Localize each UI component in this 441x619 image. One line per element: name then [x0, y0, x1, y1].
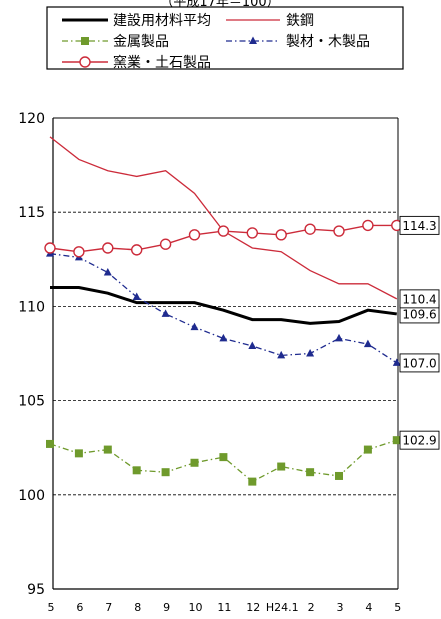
- end-value-label: 107.0: [399, 353, 440, 373]
- plot-area: 95 100 105 110 115 120 5 6 7 8 9 10 11 12 H24.1 2 3 4 5 1…: [18, 111, 440, 614]
- y-tick-label: 105: [18, 394, 45, 410]
- series-1: [50, 286, 397, 325]
- end-value-box: [399, 215, 440, 235]
- data-point: [73, 246, 85, 258]
- y-tick-label: 110: [18, 299, 45, 315]
- series-3: [46, 436, 401, 486]
- y-tick-label: 100: [18, 488, 45, 504]
- data-point: [44, 242, 56, 254]
- legend-item: 鉄鋼: [226, 13, 314, 29]
- x-tick-label: 7: [105, 601, 112, 614]
- x-tick-label: 10: [189, 601, 203, 614]
- data-point: [335, 471, 343, 480]
- end-value-label: 114.3: [399, 215, 440, 235]
- end-value-text: 110.4: [402, 292, 436, 306]
- y-tick-label: 120: [18, 111, 45, 127]
- data-point: [333, 225, 345, 237]
- legend-swatch-marker: [249, 36, 257, 44]
- legend-swatch-marker: [81, 37, 89, 45]
- data-point: [188, 229, 201, 241]
- data-point: [161, 468, 170, 477]
- x-tick-label: 12: [246, 601, 260, 614]
- data-point: [132, 466, 141, 475]
- x-tick-label: 4: [365, 601, 372, 614]
- data-point: [277, 462, 286, 471]
- series-5: [44, 219, 403, 258]
- data-point: [161, 309, 170, 317]
- legend-item: 窯業・土石製品: [62, 54, 211, 71]
- legend-label: 製材・木製品: [286, 34, 370, 50]
- x-tick-label: 2: [308, 601, 315, 614]
- data-point: [46, 439, 54, 448]
- x-tick-label: 8: [134, 601, 141, 614]
- end-value-box: [399, 353, 440, 373]
- data-point: [363, 339, 372, 348]
- x-tick-label: 5: [394, 601, 401, 614]
- series-line: [49, 253, 398, 364]
- legend-item: 金属製品: [62, 34, 169, 50]
- x-tick-label: 9: [163, 601, 170, 614]
- data-point: [392, 358, 401, 366]
- x-tick-label: 5: [48, 601, 55, 614]
- data-point: [190, 322, 199, 331]
- end-value-label: 109.6: [399, 304, 440, 324]
- data-point: [335, 333, 343, 342]
- end-value-text: 109.6: [402, 307, 436, 321]
- end-value-text: 102.9: [402, 434, 436, 448]
- series-4: [46, 249, 401, 366]
- x-tick-label: 11: [217, 601, 231, 614]
- legend-item: 製材・木製品: [226, 34, 370, 50]
- end-value-label: 110.4: [399, 289, 440, 309]
- x-tick-label: 3: [337, 601, 344, 614]
- end-value-box: [399, 289, 440, 309]
- legend-box: [46, 6, 404, 70]
- data-point: [248, 477, 257, 486]
- legend-swatch-marker: [79, 56, 91, 68]
- data-point: [306, 349, 315, 357]
- data-point: [248, 341, 257, 349]
- data-point: [159, 238, 172, 250]
- data-point: [246, 227, 259, 239]
- legend-label: 窯業・土石製品: [113, 54, 211, 71]
- data-point: [304, 223, 316, 235]
- data-point: [217, 225, 230, 237]
- data-point: [219, 333, 228, 342]
- data-point: [306, 468, 315, 477]
- header-fragment: （平成17年＝100）: [160, 0, 279, 10]
- end-value-box: [399, 430, 440, 450]
- y-tick-label: 115: [18, 205, 45, 221]
- y-tick-label: 95: [27, 582, 45, 598]
- data-point: [219, 453, 228, 462]
- data-point: [275, 229, 287, 241]
- data-point: [392, 436, 401, 445]
- legend-label: 金属製品: [113, 34, 169, 50]
- end-value-label: 102.9: [399, 430, 440, 450]
- legend-item: 建設用材料平均: [62, 13, 211, 29]
- data-point: [363, 445, 372, 454]
- data-point: [277, 350, 286, 359]
- data-point: [130, 244, 143, 256]
- data-point: [102, 242, 114, 254]
- data-point: [190, 458, 199, 467]
- data-point: [362, 219, 374, 232]
- data-point: [74, 449, 83, 458]
- end-value-text: 114.3: [402, 219, 436, 233]
- legend-label: 鉄鋼: [286, 13, 314, 29]
- end-value-text: 107.0: [402, 356, 436, 370]
- x-tick-label: H24.1: [266, 601, 299, 614]
- data-point: [103, 267, 112, 276]
- data-point: [103, 445, 112, 454]
- legend-label: 建設用材料平均: [113, 13, 211, 29]
- series-line: [49, 136, 398, 300]
- data-point: [132, 292, 141, 300]
- series-2: [49, 136, 398, 300]
- series-line: [50, 286, 397, 325]
- x-tick-label: 6: [76, 601, 83, 614]
